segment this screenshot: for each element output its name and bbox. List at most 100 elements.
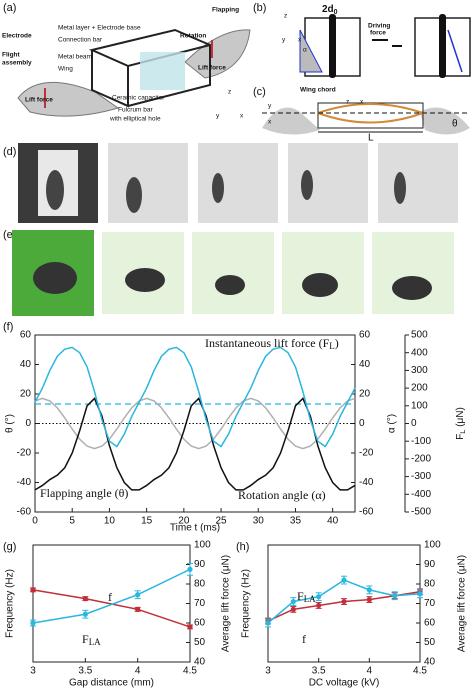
insect	[33, 262, 77, 294]
point	[187, 624, 193, 630]
y2-tick-label: 80	[194, 579, 206, 590]
point	[135, 592, 141, 598]
y2-tick-label: 40	[359, 359, 371, 370]
wing	[301, 170, 313, 200]
x-tick-label: 3	[30, 666, 36, 677]
label: Lift force	[25, 97, 53, 104]
panel-label: (a)	[3, 2, 16, 14]
capacitor	[140, 52, 185, 90]
y-tick-label: -60	[17, 507, 32, 518]
label: force	[370, 30, 386, 37]
series-label: FLA	[297, 589, 316, 604]
axis-label: x	[268, 119, 272, 126]
y3-tick-label: 0	[411, 418, 417, 429]
label: Metal layer + Electrode base	[58, 25, 141, 32]
x-axis-label: Time t (ms)	[170, 523, 220, 534]
wing	[262, 107, 320, 135]
panel-label: (d)	[3, 146, 16, 158]
point	[82, 596, 88, 602]
panel-d: (d)	[3, 143, 458, 223]
y-axis-label: θ (°)	[5, 414, 16, 433]
y2-tick-label: 50	[194, 637, 206, 648]
y2-tick-label: 60	[424, 618, 436, 629]
series-line	[32, 568, 191, 624]
frame	[317, 102, 424, 129]
y2-tick-label: 20	[359, 389, 371, 400]
x-tick-label: 3.5	[78, 666, 92, 677]
frame	[88, 28, 214, 108]
point	[187, 566, 193, 572]
y2-axis-label: Average lift force (μN)	[221, 555, 232, 652]
y3-tick-label: -300	[411, 471, 431, 482]
label: Flight	[2, 52, 21, 59]
wing-line	[447, 29, 463, 73]
y2-tick-label: 50	[424, 637, 436, 648]
wing	[212, 173, 224, 203]
y2-tick-label: 60	[194, 618, 206, 629]
y2-tick-label: 70	[424, 598, 436, 609]
photo	[282, 232, 364, 314]
label: L	[368, 133, 374, 144]
x-tick-label: 25	[215, 516, 227, 527]
x-tick-label: 3	[265, 666, 271, 677]
wing	[299, 29, 323, 73]
axis-label: z	[228, 89, 231, 96]
wing	[420, 107, 470, 135]
point	[30, 587, 36, 593]
label: Fulcrum bar	[118, 107, 154, 114]
bar	[329, 14, 336, 78]
y2-tick-label: 60	[359, 330, 371, 341]
x-tick-label: 3.5	[312, 666, 326, 677]
point	[316, 602, 322, 609]
point	[265, 620, 271, 626]
photo	[288, 143, 368, 223]
y3-tick-label: 100	[411, 400, 428, 411]
x-tick-label: 35	[290, 516, 302, 527]
y2-tick-label: 0	[359, 418, 365, 429]
label: Wing chord	[300, 87, 336, 94]
y-tick-label: -20	[17, 448, 32, 459]
arrow	[372, 39, 402, 47]
panel-label: (g)	[3, 541, 16, 553]
photo-row	[18, 143, 458, 223]
x-tick-label: 4.5	[183, 666, 197, 677]
insect	[302, 273, 338, 297]
y-tick-label: 20	[20, 389, 32, 400]
label: Rotation	[180, 33, 206, 40]
insect	[125, 268, 165, 292]
panel-e: (e)	[3, 229, 454, 316]
series-line	[34, 346, 356, 448]
x-tick-label: 4	[135, 666, 141, 677]
axis-label: z	[346, 99, 349, 106]
wing	[46, 170, 64, 210]
x-tick-label: 4	[367, 666, 373, 677]
point	[290, 606, 296, 612]
label: assembly	[2, 60, 32, 67]
wing	[126, 177, 142, 213]
point	[417, 591, 423, 597]
x-axis-label: Gap distance (mm)	[69, 678, 154, 689]
y-axis-label: Frequency (Hz)	[5, 569, 16, 638]
y2-axis-label: α (°)	[387, 414, 398, 433]
y-axis-label: Frequency (Hz)	[241, 569, 252, 638]
y3-axis-label: FL (μN)	[455, 407, 467, 440]
point	[366, 587, 372, 593]
photo	[378, 143, 458, 223]
y-tick-label: 40	[20, 359, 32, 370]
y2-tick-label: 100	[194, 540, 211, 551]
series-label: f	[302, 632, 306, 646]
x-tick-label: 30	[253, 516, 265, 527]
y2-tick-label: 40	[424, 657, 436, 668]
point	[341, 598, 347, 605]
y3-tick-label: 400	[411, 347, 428, 358]
x-tick-label: 40	[327, 516, 339, 527]
axis-label: y	[268, 103, 272, 110]
point	[290, 598, 296, 605]
y3-tick-label: 300	[411, 365, 428, 376]
axis-label: y	[216, 113, 220, 120]
y2-tick-label: 80	[424, 579, 436, 590]
y3-tick-label: 500	[411, 330, 428, 341]
y3-tick-label: -200	[411, 454, 431, 465]
x-tick-label: 10	[104, 516, 116, 527]
